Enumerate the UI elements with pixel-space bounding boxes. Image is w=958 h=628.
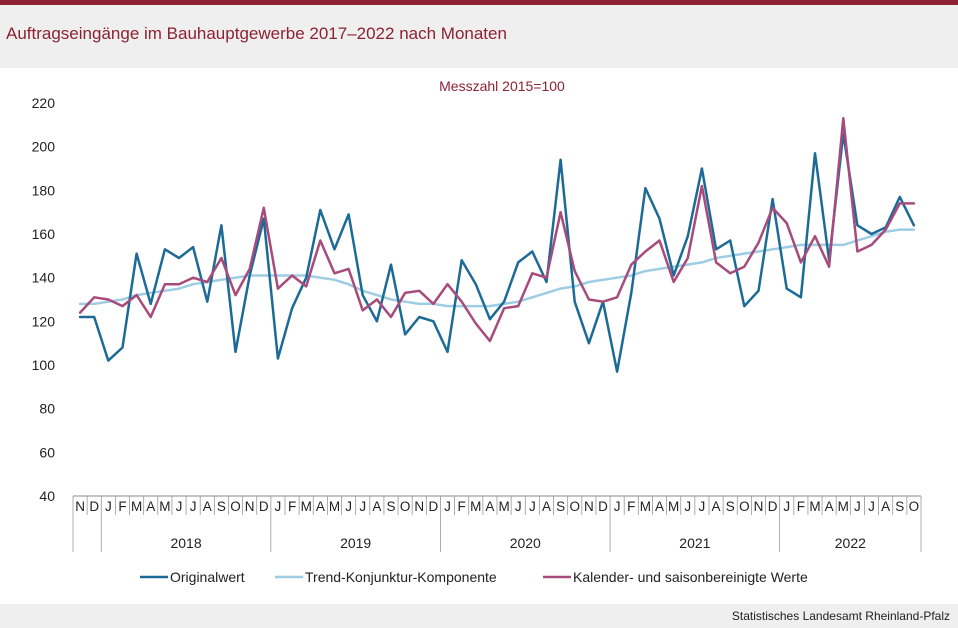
month-label: J <box>868 499 875 514</box>
month-label: S <box>217 499 226 514</box>
month-label: D <box>89 499 99 514</box>
month-label: M <box>640 499 651 514</box>
month-label: N <box>584 499 594 514</box>
month-label: M <box>329 499 340 514</box>
month-label: N <box>245 499 255 514</box>
legend-label: Kalender- und saisonbereinigte Werte <box>573 569 808 585</box>
month-label: S <box>726 499 735 514</box>
year-label: 2018 <box>170 535 201 551</box>
month-label: S <box>556 499 565 514</box>
month-label: M <box>131 499 142 514</box>
year-label: 2020 <box>510 535 541 551</box>
y-tick-label: 60 <box>39 444 55 460</box>
month-label: J <box>854 499 861 514</box>
month-label: D <box>429 499 439 514</box>
y-tick-label: 40 <box>39 488 55 504</box>
page-title: Auftragseingänge im Bauhauptgewerbe 2017… <box>6 24 507 44</box>
month-label: F <box>458 499 466 514</box>
source-note: Statistisches Landesamt Rheinland-Pfalz <box>732 609 950 623</box>
month-label: A <box>542 499 551 514</box>
month-label: A <box>655 499 664 514</box>
month-label: M <box>668 499 679 514</box>
month-label: A <box>712 499 721 514</box>
month-label: O <box>230 499 241 514</box>
y-tick-label: 140 <box>32 270 56 286</box>
month-label: N <box>414 499 424 514</box>
saisonbereinigt-line <box>80 118 914 341</box>
y-tick-label: 120 <box>32 313 56 329</box>
month-label: J <box>275 499 282 514</box>
originalwert-line <box>80 134 914 372</box>
month-label: F <box>797 499 805 514</box>
month-label: F <box>288 499 296 514</box>
month-label: M <box>470 499 481 514</box>
month-label: A <box>881 499 890 514</box>
month-label: M <box>838 499 849 514</box>
y-tick-label: 160 <box>32 226 56 242</box>
y-tick-label: 200 <box>32 139 56 155</box>
y-tick-label: 80 <box>39 401 55 417</box>
month-label: J <box>444 499 451 514</box>
y-tick-label: 180 <box>32 182 56 198</box>
month-label: J <box>684 499 691 514</box>
month-label: A <box>203 499 212 514</box>
month-label: N <box>75 499 85 514</box>
legend-label: Trend-Konjunktur-Komponente <box>305 569 497 585</box>
month-label: A <box>485 499 494 514</box>
month-label: M <box>301 499 312 514</box>
month-label: J <box>515 499 522 514</box>
top-accent-bar <box>0 0 958 5</box>
month-label: J <box>105 499 112 514</box>
month-label: A <box>372 499 381 514</box>
month-label: D <box>598 499 608 514</box>
month-label: J <box>176 499 183 514</box>
month-label: A <box>825 499 834 514</box>
month-label: J <box>783 499 790 514</box>
month-label: J <box>359 499 366 514</box>
month-label: M <box>809 499 820 514</box>
month-label: O <box>400 499 411 514</box>
month-label: A <box>316 499 325 514</box>
chart-subtitle: Messzahl 2015=100 <box>439 78 565 94</box>
month-label: S <box>386 499 395 514</box>
month-label: F <box>118 499 126 514</box>
month-label: D <box>259 499 269 514</box>
year-label: 2022 <box>835 535 866 551</box>
year-label: 2021 <box>679 535 710 551</box>
y-tick-label: 220 <box>32 95 56 111</box>
month-label: F <box>627 499 635 514</box>
chart-panel: Messzahl 2015=100 40 60 80 100 120 140 160 180 2… <box>0 68 958 604</box>
month-label: D <box>768 499 778 514</box>
month-label: M <box>159 499 170 514</box>
month-label: M <box>498 499 509 514</box>
y-tick-label: 100 <box>32 357 56 373</box>
month-label: J <box>529 499 536 514</box>
month-label: O <box>739 499 750 514</box>
month-label: A <box>146 499 155 514</box>
legend-label: Originalwert <box>170 569 245 585</box>
year-label: 2019 <box>340 535 371 551</box>
month-label: N <box>754 499 764 514</box>
month-label: J <box>614 499 621 514</box>
month-label: S <box>895 499 904 514</box>
month-label: O <box>569 499 580 514</box>
month-label: J <box>699 499 706 514</box>
month-label: J <box>190 499 197 514</box>
line-chart: Messzahl 2015=100 40 60 80 100 120 140 160 180 2… <box>0 68 958 604</box>
month-label: O <box>909 499 920 514</box>
month-label: J <box>345 499 352 514</box>
